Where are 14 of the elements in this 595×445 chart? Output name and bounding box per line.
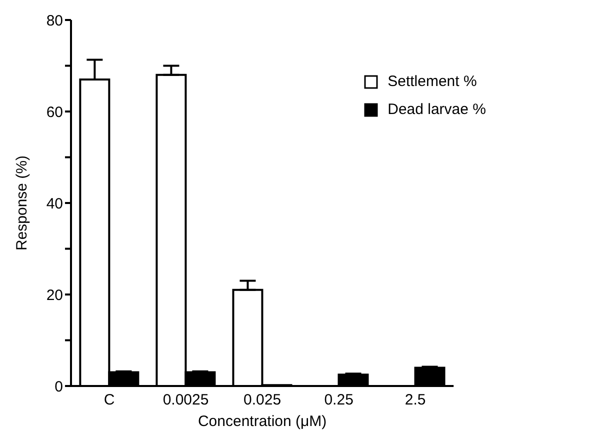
y-tick-label: 0 [54, 378, 63, 396]
y-tick-label: 40 [46, 195, 63, 212]
y-tick-label: 20 [46, 286, 63, 304]
x-tick-label: 0.25 [324, 392, 354, 409]
x-axis-title: Concentration (μM) [198, 413, 327, 430]
y-tick-label: 60 [46, 104, 63, 121]
y-axis-title: Response (%) [13, 155, 30, 251]
x-tick-label: 0.0025 [162, 392, 209, 409]
y-tick-label: 80 [46, 12, 63, 30]
x-tick-label: C [104, 392, 115, 409]
legend-label: Dead larvae % [388, 100, 486, 120]
x-tick-label: 0.025 [244, 392, 282, 409]
legend-label: Settlement % [388, 72, 477, 92]
x-tick-label: 2.5 [404, 392, 426, 409]
